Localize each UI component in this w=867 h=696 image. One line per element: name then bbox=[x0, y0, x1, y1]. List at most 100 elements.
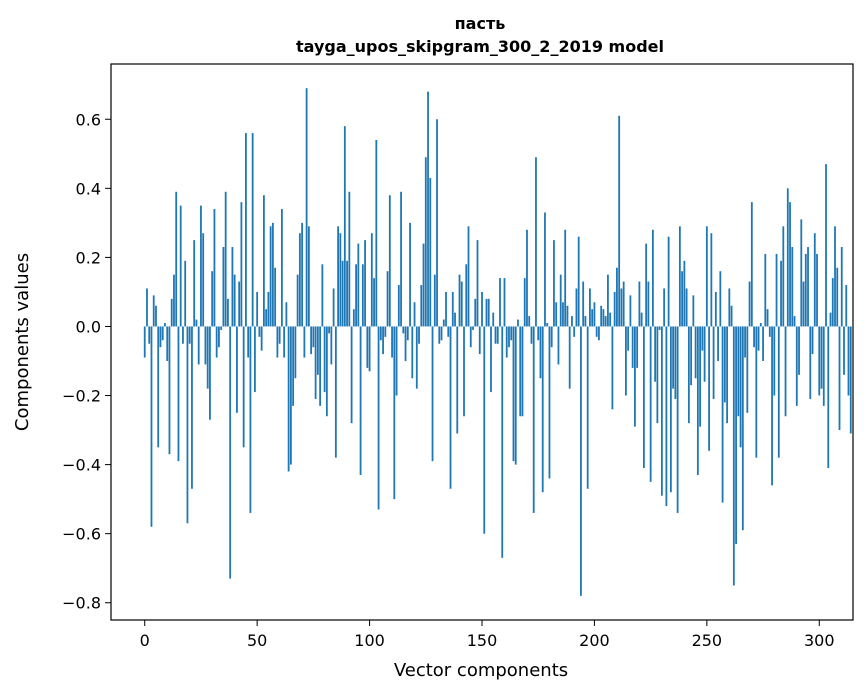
bar-139 bbox=[456, 326, 459, 434]
bar-246 bbox=[696, 326, 699, 475]
bar-123 bbox=[420, 285, 423, 327]
bar-112 bbox=[395, 326, 398, 396]
bar-60 bbox=[278, 326, 281, 344]
bar-244 bbox=[692, 295, 695, 327]
bar-310 bbox=[840, 247, 843, 327]
bar-74 bbox=[310, 326, 313, 355]
bar-203 bbox=[600, 305, 603, 327]
bar-141 bbox=[460, 281, 463, 327]
bar-17 bbox=[182, 326, 184, 344]
bar-81 bbox=[325, 326, 328, 417]
bar-287 bbox=[789, 202, 791, 327]
bar-22 bbox=[193, 240, 196, 327]
bar-286 bbox=[786, 188, 789, 327]
bar-198 bbox=[589, 288, 591, 327]
bar-111 bbox=[393, 326, 396, 500]
bar-191 bbox=[573, 326, 576, 337]
bar-138 bbox=[454, 312, 456, 327]
bar-228 bbox=[656, 326, 659, 424]
bar-193 bbox=[577, 236, 580, 327]
bar-92 bbox=[350, 326, 353, 424]
bar-95 bbox=[357, 243, 360, 327]
bar-281 bbox=[775, 253, 778, 327]
bar-125 bbox=[424, 157, 427, 327]
bar-30 bbox=[211, 271, 214, 327]
x-tick-label: 0 bbox=[140, 631, 150, 650]
bar-2 bbox=[148, 326, 151, 344]
bar-45 bbox=[245, 133, 247, 327]
bar-272 bbox=[755, 326, 758, 458]
bar-51 bbox=[258, 326, 261, 337]
bar-26 bbox=[202, 233, 205, 327]
bar-142 bbox=[463, 326, 465, 417]
bar-304 bbox=[827, 326, 830, 469]
bar-62 bbox=[283, 326, 286, 358]
bar-240 bbox=[683, 260, 686, 327]
bar-136 bbox=[449, 326, 452, 489]
bar-189 bbox=[568, 326, 571, 389]
bar-129 bbox=[433, 274, 436, 327]
bar-271 bbox=[753, 326, 755, 348]
bar-176 bbox=[539, 326, 542, 379]
bar-306 bbox=[831, 278, 834, 327]
bar-231 bbox=[663, 288, 666, 327]
bar-211 bbox=[618, 115, 621, 327]
bar-237 bbox=[676, 326, 679, 513]
bar-164 bbox=[512, 326, 515, 462]
bar-113 bbox=[397, 285, 400, 327]
chart-title: пасть bbox=[455, 14, 506, 33]
bar-82 bbox=[328, 326, 330, 334]
bar-21 bbox=[191, 326, 193, 489]
bar-34 bbox=[220, 326, 223, 330]
bar-9 bbox=[164, 323, 166, 327]
bar-108 bbox=[386, 271, 389, 327]
bar-67 bbox=[294, 326, 297, 379]
bar-65 bbox=[289, 326, 292, 465]
bar-289 bbox=[793, 316, 796, 327]
bar-11 bbox=[168, 326, 171, 455]
bar-46 bbox=[247, 326, 250, 358]
bar-208 bbox=[611, 326, 614, 410]
bar-126 bbox=[427, 91, 429, 327]
bar-251 bbox=[708, 326, 710, 451]
bar-195 bbox=[582, 281, 585, 327]
bar-13 bbox=[173, 274, 175, 327]
bar-101 bbox=[370, 233, 373, 327]
bar-170 bbox=[526, 229, 528, 327]
bar-128 bbox=[431, 326, 434, 462]
bar-182 bbox=[553, 240, 555, 327]
bar-103 bbox=[375, 139, 378, 327]
bar-35 bbox=[222, 247, 225, 327]
bar-219 bbox=[636, 326, 639, 368]
bar-314 bbox=[849, 326, 852, 434]
bar-262 bbox=[732, 326, 735, 586]
bar-294 bbox=[804, 253, 807, 327]
bar-147 bbox=[474, 298, 477, 327]
bar-155 bbox=[492, 312, 495, 327]
bar-79 bbox=[321, 264, 324, 327]
bar-144 bbox=[467, 226, 470, 327]
bar-223 bbox=[645, 243, 648, 327]
bar-8 bbox=[161, 326, 164, 341]
bar-225 bbox=[649, 326, 652, 482]
bar-232 bbox=[665, 326, 668, 507]
bar-168 bbox=[521, 326, 524, 417]
y-tick-label: 0.4 bbox=[76, 179, 101, 198]
bar-213 bbox=[622, 281, 625, 327]
bar-221 bbox=[640, 312, 643, 327]
bar-273 bbox=[757, 326, 760, 351]
bar-110 bbox=[391, 326, 393, 358]
bar-192 bbox=[575, 288, 578, 327]
bar-220 bbox=[638, 281, 641, 327]
bar-227 bbox=[654, 326, 657, 382]
bar-283 bbox=[780, 260, 782, 327]
bar-83 bbox=[330, 326, 333, 365]
bar-97 bbox=[361, 264, 364, 327]
bar-153 bbox=[487, 298, 490, 327]
bar-187 bbox=[564, 229, 567, 327]
bar-14 bbox=[175, 191, 178, 327]
bar-69 bbox=[298, 233, 301, 327]
bar-59 bbox=[276, 326, 279, 358]
bar-96 bbox=[359, 326, 362, 475]
